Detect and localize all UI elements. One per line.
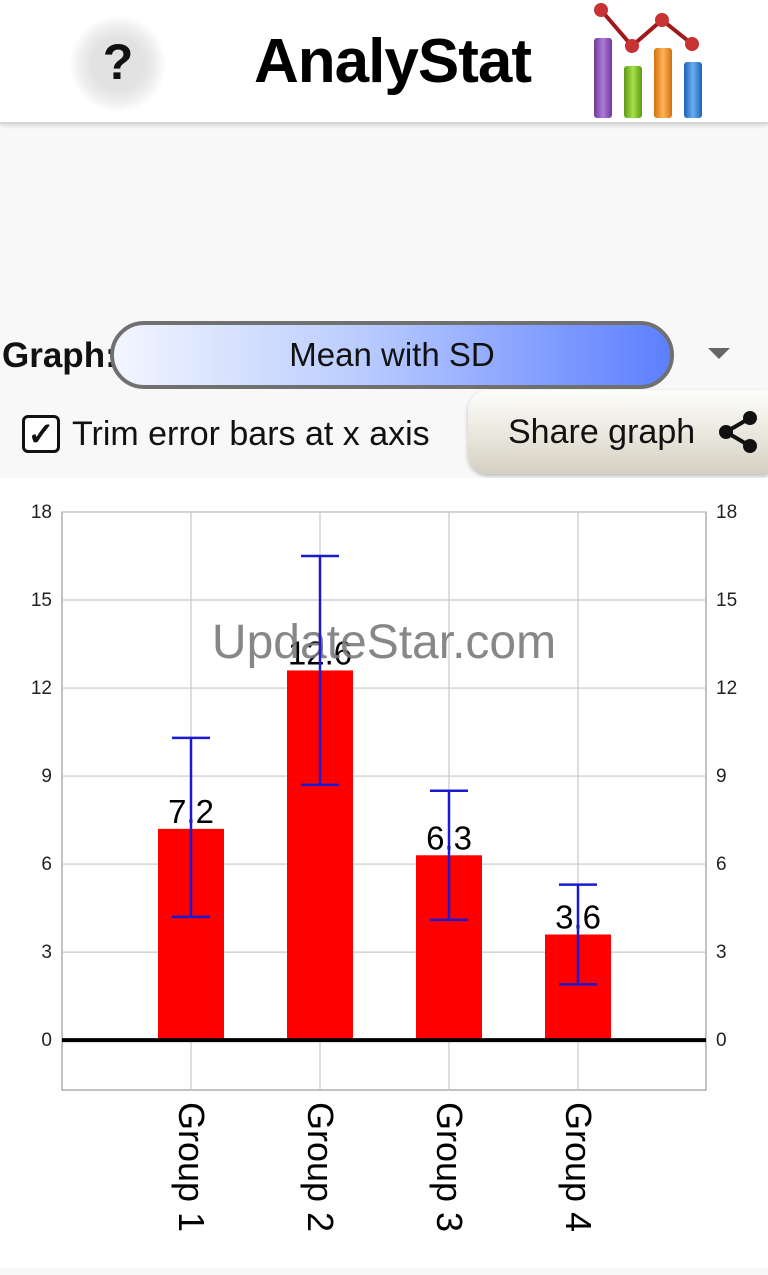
y-tick-label-left: 15 <box>31 590 52 611</box>
y-tick-label-left: 12 <box>31 678 52 699</box>
chart-area: 18 18 15 15 12 12 9 9 6 6 3 3 0 0 7.2 12.6 6.3 3.6 UpdateS… <box>0 478 768 1268</box>
y-tick-label-left: 6 <box>41 854 52 875</box>
y-tick-label-left: 18 <box>31 502 52 523</box>
y-tick-label-right: 12 <box>716 678 737 699</box>
y-tick-label-left: 3 <box>41 942 52 963</box>
x-category-label: Group 1 <box>171 1102 212 1232</box>
graph-type-label: Graph: <box>2 336 117 375</box>
y-tick-label-right: 3 <box>716 942 727 963</box>
watermark-text: UpdateStar.com <box>212 616 556 669</box>
y-tick-label-right: 0 <box>716 1030 727 1051</box>
share-graph-label: Share graph <box>508 412 696 451</box>
graph-type-select[interactable]: Mean with SD <box>110 321 674 389</box>
y-tick-label-left: 9 <box>41 766 52 787</box>
checkmark-icon: ✓ <box>27 416 55 452</box>
graph-type-value: Mean with SD <box>289 336 495 373</box>
trim-error-bars-label: Trim error bars at x axis <box>72 414 430 453</box>
trim-error-bars-checkbox[interactable]: ✓ <box>22 415 60 453</box>
share-graph-button[interactable]: Share graph <box>468 390 768 474</box>
trim-error-bars-option[interactable]: ✓ Trim error bars at x axis <box>22 410 430 458</box>
app-title: AnalyStat <box>254 27 532 96</box>
y-tick-label-right: 15 <box>716 590 737 611</box>
app-logo-icon <box>594 3 702 118</box>
app-header: ? AnalyStat <box>0 0 768 124</box>
share-icon <box>719 411 757 453</box>
dropdown-arrow-icon[interactable] <box>708 348 730 359</box>
x-category-label: Group 4 <box>558 1102 599 1232</box>
help-button[interactable]: ? <box>70 16 166 112</box>
y-tick-label-left: 0 <box>41 1030 52 1051</box>
help-icon: ? <box>102 34 134 90</box>
y-tick-label-right: 18 <box>716 502 737 523</box>
x-category-label: Group 3 <box>429 1102 470 1232</box>
x-category-label: Group 2 <box>300 1102 341 1232</box>
y-tick-label-right: 9 <box>716 766 727 787</box>
y-tick-label-right: 6 <box>716 854 727 875</box>
